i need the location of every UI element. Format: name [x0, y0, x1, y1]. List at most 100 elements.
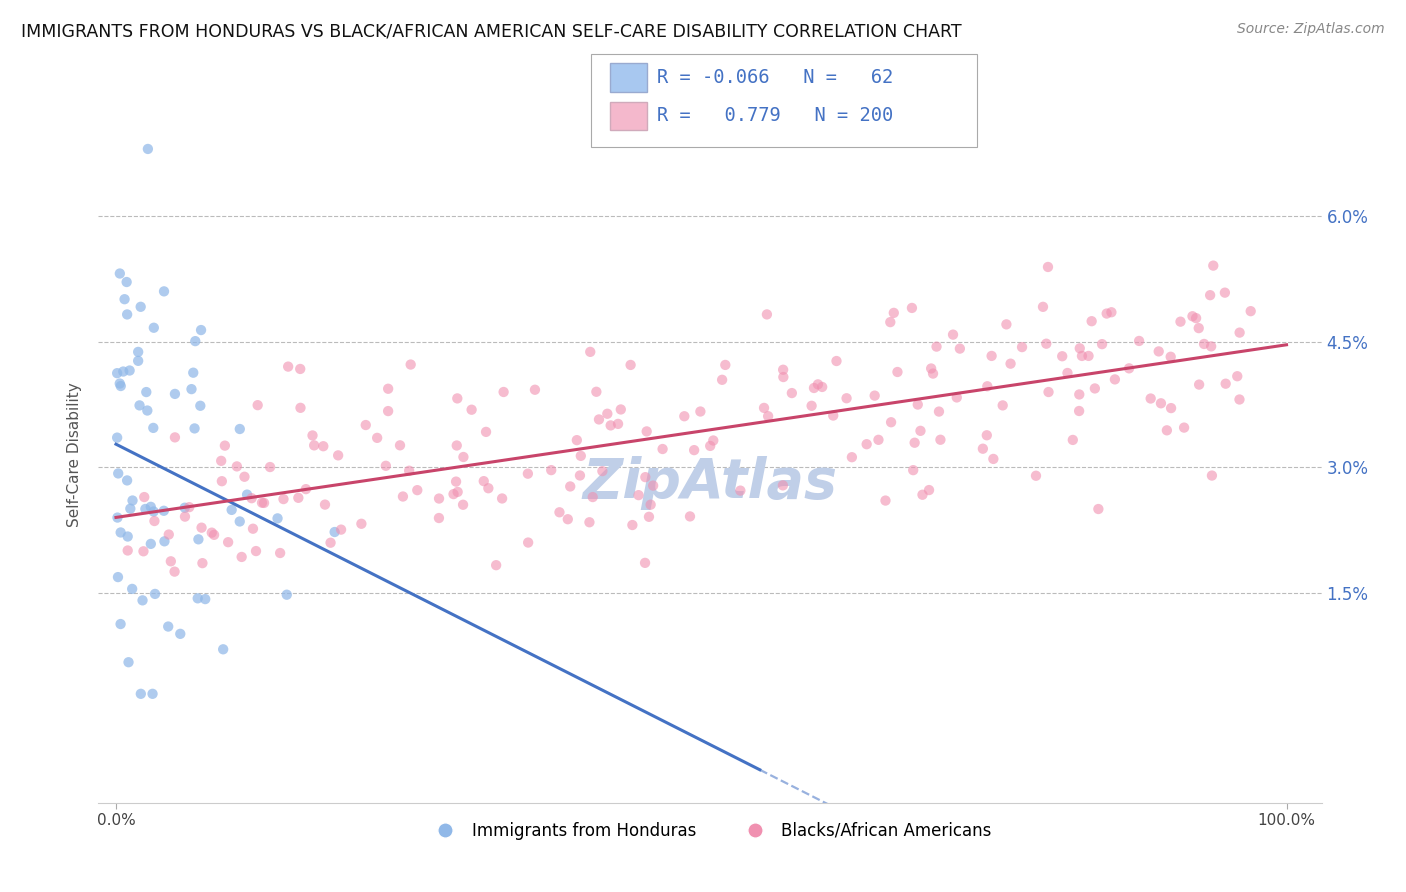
Point	[1150, 396, 1173, 410]
Point	[118, 363, 141, 377]
Point	[1188, 321, 1211, 335]
Point	[569, 449, 592, 463]
Legend: Immigrants from Honduras, Blacks/African Americans: Immigrants from Honduras, Blacks/African…	[422, 815, 998, 847]
Point	[377, 382, 399, 396]
Point	[1185, 311, 1208, 326]
Point	[1036, 260, 1059, 274]
Point	[225, 459, 247, 474]
Point	[568, 468, 591, 483]
Point	[841, 450, 863, 465]
Point	[942, 327, 965, 342]
Point	[863, 389, 886, 403]
Point	[287, 491, 309, 505]
Point	[756, 409, 779, 424]
Point	[190, 521, 212, 535]
Point	[398, 464, 420, 478]
Point	[323, 524, 346, 539]
Point	[1215, 376, 1237, 391]
Point	[868, 433, 890, 447]
Point	[1087, 502, 1109, 516]
Point	[1118, 361, 1140, 376]
Point	[807, 377, 830, 392]
Point	[163, 430, 186, 444]
Point	[253, 496, 276, 510]
Point	[1128, 334, 1150, 348]
Point	[110, 525, 132, 540]
Point	[1038, 384, 1060, 399]
Point	[855, 437, 877, 451]
Point	[114, 292, 136, 306]
Point	[136, 142, 159, 156]
Point	[1000, 357, 1022, 371]
Point	[730, 483, 752, 498]
Point	[578, 515, 600, 529]
Point	[273, 492, 295, 507]
Point	[929, 433, 952, 447]
Point	[491, 491, 513, 506]
Point	[714, 358, 737, 372]
Point	[134, 502, 156, 516]
Point	[266, 511, 288, 525]
Point	[949, 342, 972, 356]
Point	[911, 488, 934, 502]
Point	[1192, 337, 1215, 351]
Point	[983, 451, 1005, 466]
Point	[1071, 349, 1094, 363]
Point	[1240, 304, 1263, 318]
Point	[638, 509, 661, 524]
Point	[883, 306, 905, 320]
Point	[446, 392, 468, 406]
Point	[117, 529, 139, 543]
Point	[141, 687, 163, 701]
Point	[460, 402, 482, 417]
Point	[1201, 468, 1223, 483]
Text: Source: ZipAtlas.com: Source: ZipAtlas.com	[1237, 22, 1385, 37]
Point	[276, 588, 298, 602]
Point	[108, 376, 131, 391]
Point	[143, 587, 166, 601]
Point	[1202, 259, 1225, 273]
Point	[188, 399, 211, 413]
Point	[485, 558, 508, 573]
Point	[901, 301, 924, 315]
Point	[127, 345, 149, 359]
Point	[240, 491, 263, 506]
Point	[477, 481, 499, 495]
Text: IMMIGRANTS FROM HONDURAS VS BLACK/AFRICAN AMERICAN SELF-CARE DISABILITY CORRELAT: IMMIGRANTS FROM HONDURAS VS BLACK/AFRICA…	[21, 22, 962, 40]
Point	[922, 367, 945, 381]
Point	[516, 467, 538, 481]
Point	[523, 383, 546, 397]
Point	[160, 554, 183, 568]
Point	[129, 687, 152, 701]
Point	[143, 514, 166, 528]
Point	[443, 487, 465, 501]
Point	[1160, 401, 1182, 416]
Point	[142, 320, 165, 334]
Point	[105, 366, 128, 380]
Point	[229, 422, 252, 436]
Point	[399, 358, 422, 372]
Point	[214, 439, 236, 453]
Point	[319, 535, 342, 549]
Point	[596, 407, 619, 421]
Point	[163, 387, 186, 401]
Point	[301, 428, 323, 442]
Point	[174, 509, 197, 524]
Point	[823, 409, 845, 423]
Point	[1181, 310, 1204, 324]
Point	[121, 493, 143, 508]
Point	[312, 439, 335, 453]
Point	[972, 442, 994, 456]
Point	[231, 549, 253, 564]
Point	[129, 300, 152, 314]
Point	[181, 366, 204, 380]
Point	[472, 474, 495, 488]
Point	[1229, 392, 1251, 407]
Point	[427, 491, 450, 506]
Point	[366, 431, 388, 445]
Point	[1069, 341, 1091, 355]
Point	[880, 415, 903, 429]
Point	[903, 463, 925, 477]
Point	[920, 361, 942, 376]
Point	[1056, 366, 1078, 380]
